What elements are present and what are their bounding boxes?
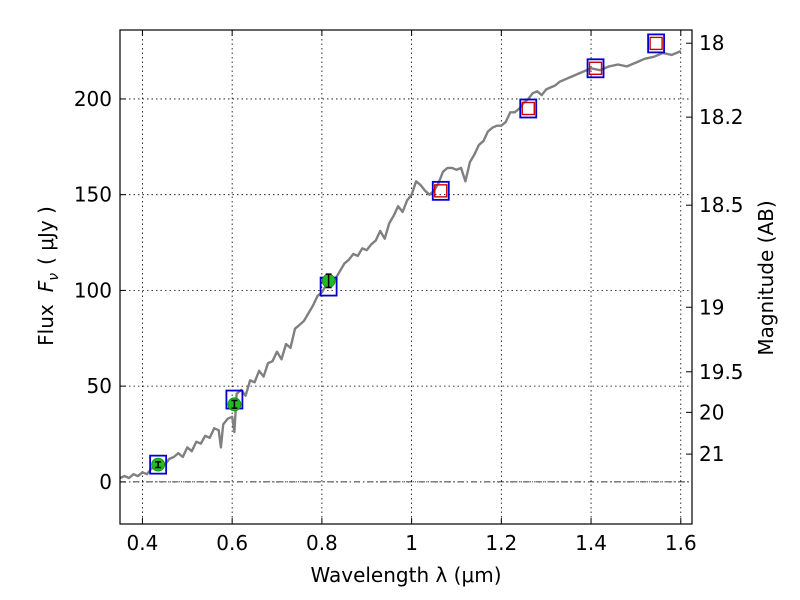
x-tick-label: 1.6 <box>665 531 697 555</box>
nir-photometry-marker <box>649 36 663 51</box>
model-photometry-marker <box>149 454 168 475</box>
y-tick-label: 200 <box>74 87 112 111</box>
nir-photometry-marker <box>521 101 535 116</box>
y-axis-label-main: Flux <box>34 304 58 346</box>
right-tick-label: 18.5 <box>699 193 744 217</box>
right-tick-label: 21 <box>699 442 724 466</box>
right-tick-label: 20 <box>699 400 724 424</box>
nir-photometry-marker <box>434 184 448 198</box>
model-photometry-marker <box>519 98 538 119</box>
x-tick-label: 1 <box>405 531 418 555</box>
model-photometry-marker <box>586 58 605 79</box>
right-tick-label: 18 <box>699 31 724 55</box>
model-photometry-marker <box>431 180 450 201</box>
y-axis-label-unit: ( μJy ) <box>34 206 58 265</box>
y-tick-label: 100 <box>74 278 112 302</box>
plot-frame <box>119 29 693 525</box>
x-tick-label: 1.4 <box>575 531 607 555</box>
y-tick-label: 0 <box>99 470 112 494</box>
spectrum-line <box>119 49 682 480</box>
y-axis-right-label: Magnitude (AB) <box>754 200 778 355</box>
x-tick-label: 1.2 <box>485 531 517 555</box>
markers <box>149 33 666 475</box>
y-tick-label: 150 <box>74 183 112 207</box>
right-tick-label: 19 <box>699 295 724 319</box>
y-axis-label: Flux Fν ( μJy ) <box>34 206 62 346</box>
right-tick-label: 18.2 <box>699 105 744 129</box>
x-tick-label: 0.6 <box>216 531 248 555</box>
x-tick-label: 0.4 <box>127 531 159 555</box>
model-photometry-marker <box>647 33 666 54</box>
y-axis-label-var: F <box>34 280 58 292</box>
right-tick-label: 19.5 <box>699 360 744 384</box>
ticks: 0.4 0.6 0.8 1 1.2 1.4 1.6 0 50 100 150 200 18 18.2 18.… <box>74 30 744 555</box>
nir-photometry-marker <box>588 61 603 75</box>
x-axis-label: Wavelength λ (μm) <box>310 563 501 587</box>
x-tick-label: 0.8 <box>306 531 338 555</box>
y-tick-label: 50 <box>87 374 112 398</box>
y-axis-label-sub: ν <box>46 273 62 281</box>
